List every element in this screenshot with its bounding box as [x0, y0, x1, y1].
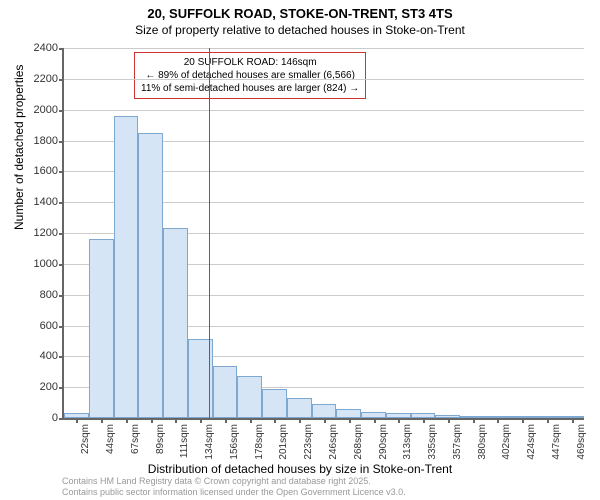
y-tick-label: 600 [40, 320, 58, 332]
annotation-line1: 20 SUFFOLK ROAD: 146sqm [141, 56, 359, 69]
y-tick-label: 2000 [34, 104, 58, 116]
y-tick-label: 1200 [34, 227, 58, 239]
y-tick-label: 2200 [34, 73, 58, 85]
y-tick-label: 2400 [34, 42, 58, 54]
x-tick-mark [324, 418, 326, 423]
x-tick-mark [101, 418, 103, 423]
x-tick-label: 268sqm [353, 424, 364, 460]
y-tick-mark [59, 418, 64, 420]
y-tick-mark [59, 264, 64, 266]
x-tick-mark [374, 418, 376, 423]
chart-container: 20, SUFFOLK ROAD, STOKE-ON-TRENT, ST3 4T… [0, 0, 600, 500]
y-tick-label: 400 [40, 350, 58, 362]
y-tick-mark [59, 110, 64, 112]
x-tick-label: 22sqm [80, 424, 91, 454]
annotation-line2: ← 89% of detached houses are smaller (6,… [141, 69, 359, 82]
histogram-bar [336, 409, 361, 418]
x-tick-mark [299, 418, 301, 423]
x-tick-mark [151, 418, 153, 423]
x-tick-label: 111sqm [179, 424, 190, 458]
footer-line1: Contains HM Land Registry data © Crown c… [62, 476, 406, 487]
histogram-bar [138, 133, 163, 418]
y-tick-label: 800 [40, 289, 58, 301]
y-tick-mark [59, 233, 64, 235]
grid-line [64, 48, 584, 49]
histogram-bar [262, 389, 287, 418]
histogram-bar [237, 376, 262, 418]
x-tick-mark [547, 418, 549, 423]
y-tick-mark [59, 295, 64, 297]
y-tick-label: 0 [52, 412, 58, 424]
y-tick-mark [59, 48, 64, 50]
x-tick-label: 469sqm [576, 424, 587, 460]
x-tick-mark [250, 418, 252, 423]
histogram-bar [312, 404, 337, 418]
x-tick-mark [572, 418, 574, 423]
x-tick-label: 246sqm [328, 424, 339, 460]
x-tick-mark [126, 418, 128, 423]
annotation-box: 20 SUFFOLK ROAD: 146sqm ← 89% of detache… [134, 52, 366, 99]
x-tick-mark [200, 418, 202, 423]
y-tick-label: 1800 [34, 135, 58, 147]
chart-title-sub: Size of property relative to detached ho… [0, 21, 600, 37]
x-tick-label: 335sqm [427, 424, 438, 460]
x-tick-mark [448, 418, 450, 423]
x-tick-label: 290sqm [378, 424, 389, 460]
chart-title-main: 20, SUFFOLK ROAD, STOKE-ON-TRENT, ST3 4T… [0, 0, 600, 21]
x-tick-mark [349, 418, 351, 423]
y-tick-mark [59, 171, 64, 173]
y-tick-mark [59, 79, 64, 81]
x-tick-label: 156sqm [229, 424, 240, 460]
x-tick-label: 380sqm [477, 424, 488, 460]
plot-area: 20 SUFFOLK ROAD: 146sqm ← 89% of detache… [62, 48, 584, 420]
x-tick-label: 313sqm [402, 424, 413, 460]
x-tick-label: 178sqm [254, 424, 265, 460]
footer-line2: Contains public sector information licen… [62, 487, 406, 498]
x-axis-label: Distribution of detached houses by size … [0, 462, 600, 476]
histogram-bar [114, 116, 139, 418]
y-tick-mark [59, 326, 64, 328]
histogram-bar [163, 228, 188, 418]
x-tick-label: 89sqm [155, 424, 166, 454]
histogram-bar [89, 239, 114, 418]
y-tick-label: 1400 [34, 196, 58, 208]
x-tick-label: 201sqm [278, 424, 289, 460]
x-tick-mark [497, 418, 499, 423]
y-tick-label: 200 [40, 381, 58, 393]
x-tick-label: 134sqm [204, 424, 215, 460]
y-axis-label: Number of detached properties [12, 65, 26, 230]
x-tick-label: 447sqm [551, 424, 562, 460]
x-tick-label: 402sqm [501, 424, 512, 460]
y-tick-mark [59, 202, 64, 204]
y-tick-mark [59, 141, 64, 143]
x-tick-label: 357sqm [452, 424, 463, 460]
annotation-line3: 11% of semi-detached houses are larger (… [141, 82, 359, 95]
x-tick-label: 424sqm [526, 424, 537, 460]
footer-text: Contains HM Land Registry data © Crown c… [62, 476, 406, 498]
x-tick-mark [398, 418, 400, 423]
y-tick-mark [59, 387, 64, 389]
x-tick-label: 67sqm [130, 424, 141, 454]
grid-line [64, 79, 584, 80]
x-tick-label: 44sqm [105, 424, 116, 454]
x-tick-label: 223sqm [303, 424, 314, 460]
x-tick-mark [225, 418, 227, 423]
x-tick-mark [423, 418, 425, 423]
x-tick-mark [473, 418, 475, 423]
histogram-bar [287, 398, 312, 418]
x-tick-mark [175, 418, 177, 423]
grid-line [64, 110, 584, 111]
y-tick-mark [59, 356, 64, 358]
property-marker-line [209, 48, 210, 418]
x-tick-mark [274, 418, 276, 423]
y-tick-label: 1600 [34, 165, 58, 177]
x-tick-mark [522, 418, 524, 423]
x-tick-mark [76, 418, 78, 423]
y-tick-label: 1000 [34, 258, 58, 270]
histogram-bar [213, 366, 238, 418]
